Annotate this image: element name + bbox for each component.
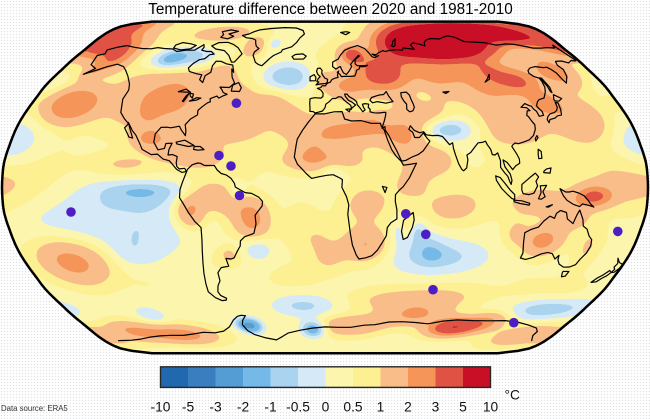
- svg-text:-3: -3: [209, 400, 222, 415]
- svg-text:2: 2: [404, 400, 412, 415]
- svg-text:0: 0: [322, 400, 330, 415]
- svg-text:-1: -1: [264, 400, 276, 415]
- svg-text:Temperature difference between: Temperature difference between 2020 and …: [148, 1, 513, 18]
- svg-text:3: 3: [432, 400, 440, 415]
- svg-text:-2: -2: [237, 400, 249, 415]
- svg-text:10: 10: [483, 400, 499, 415]
- svg-text:Data source: ERA5: Data source: ERA5: [1, 404, 68, 413]
- svg-text:-5: -5: [182, 400, 195, 415]
- svg-text:1: 1: [377, 400, 385, 415]
- svg-text:5: 5: [459, 400, 467, 415]
- svg-text:0.5: 0.5: [343, 400, 363, 415]
- svg-text:-10: -10: [151, 400, 171, 415]
- svg-text:°C: °C: [505, 388, 521, 403]
- svg-text:-0.5: -0.5: [286, 400, 310, 415]
